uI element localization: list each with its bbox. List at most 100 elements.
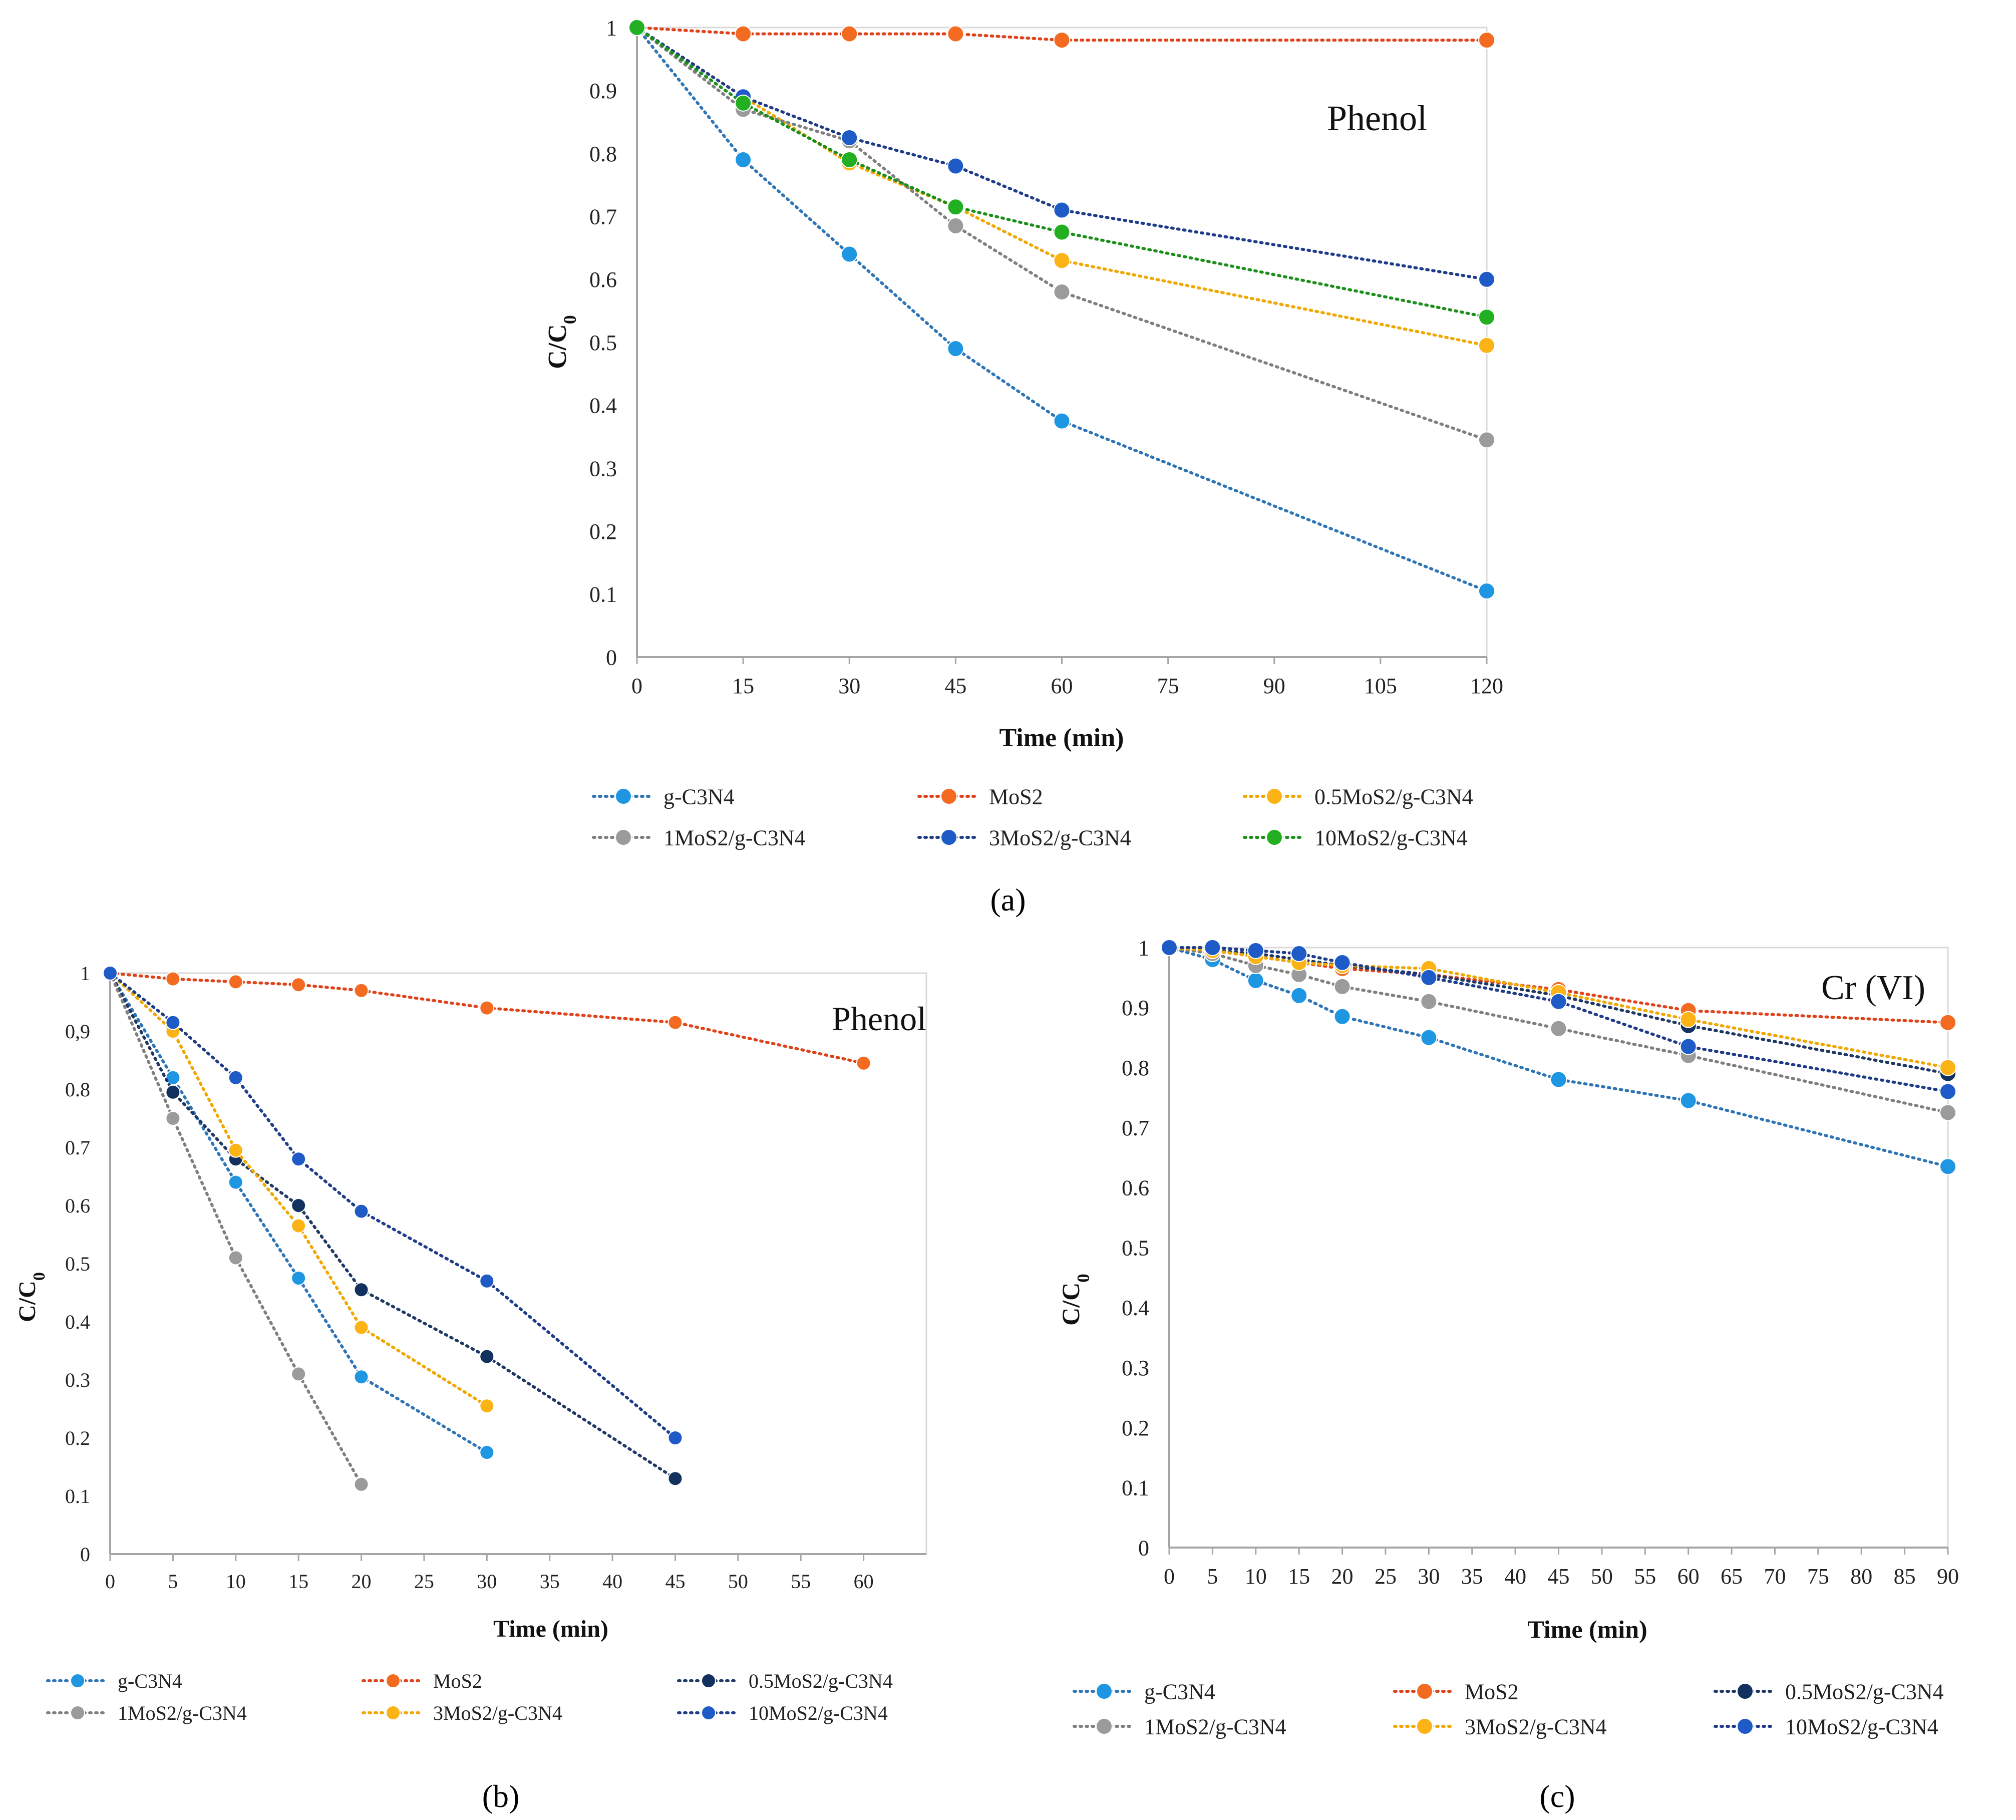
legend-swatch-marker (70, 1673, 85, 1688)
data-point (947, 340, 964, 358)
data-point (354, 1369, 369, 1385)
data-point (228, 1250, 243, 1266)
data-point (1420, 969, 1438, 986)
x-tick-label: 50 (728, 1570, 748, 1593)
data-point (291, 1198, 306, 1213)
x-tick-label: 75 (1157, 674, 1179, 698)
x-tick-label: 30 (1418, 1564, 1440, 1589)
x-tick-label: 90 (1263, 674, 1285, 698)
x-tick-label: 25 (414, 1570, 434, 1593)
data-point (228, 1070, 243, 1085)
x-tick-label: 55 (1634, 1564, 1656, 1589)
data-point (354, 1203, 369, 1219)
data-point (1478, 582, 1495, 600)
data-point (1247, 972, 1264, 989)
y-tick-label: 0.1 (65, 1485, 90, 1507)
data-point (1053, 412, 1071, 430)
legend-swatch-marker (1266, 829, 1283, 846)
series-line-4 (109, 972, 489, 1408)
data-point (1053, 223, 1071, 241)
data-point (841, 129, 858, 146)
y-axis-label-subscript: 0 (30, 1272, 49, 1281)
x-tick-label: 50 (1591, 1564, 1613, 1589)
panel-label-a: (a) (990, 882, 1026, 918)
x-tick-label: 65 (1721, 1564, 1743, 1589)
data-point (1053, 32, 1071, 49)
legend-swatch-marker (70, 1705, 85, 1720)
data-point (479, 1349, 495, 1364)
data-point (1679, 1011, 1697, 1028)
legend-label: 3MoS2/g-C3N4 (1465, 1714, 1607, 1739)
legend-swatch-marker (386, 1705, 401, 1720)
x-tick-label: 55 (791, 1570, 811, 1593)
y-tick-label: 0.4 (65, 1311, 90, 1333)
series-line-1 (635, 26, 1488, 42)
y-tick-label: 0.3 (65, 1369, 90, 1391)
y-tick-label: 0.2 (1122, 1416, 1149, 1440)
y-tick-label: 0 (1138, 1536, 1149, 1560)
legend-swatch-marker (1096, 1683, 1113, 1700)
data-point (479, 1445, 495, 1460)
data-point (165, 971, 181, 987)
data-point (667, 1430, 683, 1445)
legend-label: MoS2 (433, 1670, 482, 1692)
legend-swatch-marker (1737, 1718, 1754, 1735)
data-point (667, 1471, 683, 1486)
x-tick-label: 5 (1207, 1564, 1218, 1589)
legend-label: MoS2 (1465, 1679, 1519, 1704)
data-point (228, 974, 243, 990)
x-tick-label: 35 (540, 1570, 560, 1593)
x-tick-label: 45 (944, 674, 966, 698)
legend-label: g-C3N4 (1144, 1679, 1215, 1704)
data-point (735, 94, 752, 112)
y-tick-label: 0.7 (65, 1136, 90, 1159)
x-tick-label: 30 (477, 1570, 497, 1593)
series-line-3 (1168, 946, 1949, 1114)
data-point (1550, 1071, 1567, 1088)
chart-annotation: Phenol (832, 1000, 926, 1038)
y-tick-label: 0.4 (1122, 1296, 1149, 1320)
data-point (1333, 1008, 1351, 1025)
x-axis-label: Time (min) (493, 1616, 608, 1642)
x-tick-label: 15 (732, 674, 754, 698)
data-point (165, 1084, 181, 1100)
x-tick-label: 45 (1548, 1564, 1570, 1589)
data-point (1053, 201, 1071, 219)
data-point (1478, 270, 1495, 288)
data-point (947, 198, 964, 216)
legend-label: 0.5MoS2/g-C3N4 (1314, 784, 1473, 809)
legend-label: 1MoS2/g-C3N4 (663, 825, 806, 850)
y-tick-label: 0.7 (589, 205, 617, 229)
data-point (479, 1398, 495, 1414)
y-tick-label: 0.9 (1122, 996, 1149, 1020)
x-tick-label: 20 (1331, 1564, 1354, 1589)
x-tick-label: 0 (631, 674, 642, 698)
data-point (165, 1070, 181, 1085)
data-point (1333, 954, 1351, 971)
y-tick-label: 0.5 (65, 1253, 90, 1275)
data-point (1290, 987, 1308, 1004)
y-tick-label: 0.4 (589, 394, 617, 418)
y-tick-label: 0.2 (65, 1427, 90, 1449)
legend-label: 10MoS2/g-C3N4 (1314, 825, 1468, 850)
data-point (291, 1151, 306, 1167)
y-tick-label: 0.6 (65, 1194, 90, 1217)
y-tick-label: 0.6 (1122, 1176, 1149, 1200)
data-point (165, 1015, 181, 1030)
legend-swatch-marker (940, 788, 957, 805)
legend-swatch-marker (940, 829, 957, 846)
legend-swatch-marker (701, 1705, 716, 1720)
data-point (1939, 1158, 1956, 1175)
x-tick-label: 5 (168, 1570, 178, 1593)
data-point (947, 25, 964, 43)
data-point (1478, 337, 1495, 354)
x-tick-label: 120 (1470, 674, 1503, 698)
data-point (1161, 939, 1178, 956)
y-tick-label: 0.8 (65, 1078, 90, 1101)
y-tick-label: 0.8 (589, 142, 617, 166)
x-tick-label: 15 (1288, 1564, 1310, 1589)
data-point (628, 19, 645, 36)
legend-swatch-marker (1416, 1683, 1433, 1700)
legend-label: 10MoS2/g-C3N4 (749, 1702, 888, 1724)
